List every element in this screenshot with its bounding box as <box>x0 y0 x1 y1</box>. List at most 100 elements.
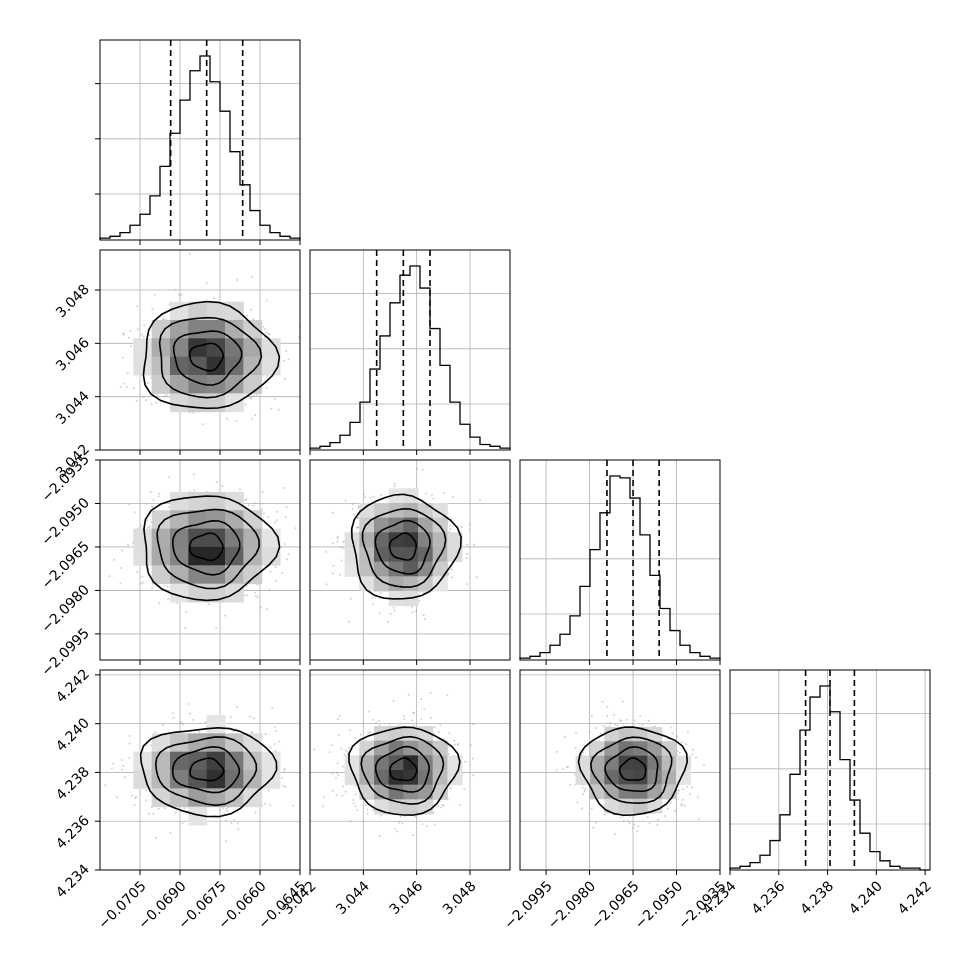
sample-point <box>697 818 700 821</box>
sample-point <box>263 328 266 331</box>
sample-point <box>275 519 278 522</box>
sample-point <box>165 394 168 397</box>
sample-point <box>330 744 333 747</box>
density-cell <box>403 576 419 592</box>
sample-point <box>325 550 328 553</box>
scatter-panel-4-1 <box>95 669 301 875</box>
sample-point <box>163 584 166 587</box>
sample-point <box>331 789 334 792</box>
sample-point <box>415 610 418 613</box>
sample-point <box>466 552 469 555</box>
sample-point <box>590 715 593 718</box>
sample-point <box>372 603 375 606</box>
sample-point <box>362 493 365 496</box>
sample-point <box>463 787 466 790</box>
sample-point <box>464 760 467 763</box>
sample-point <box>678 789 681 792</box>
sample-point <box>449 528 452 531</box>
sample-point <box>639 715 642 718</box>
sample-point <box>443 491 446 494</box>
sample-point <box>633 823 636 826</box>
sample-point <box>129 329 132 332</box>
sample-point <box>128 503 131 506</box>
sample-point <box>245 594 248 597</box>
density-cell <box>604 770 620 785</box>
sample-point <box>154 836 157 839</box>
sample-point <box>599 732 602 735</box>
sample-point <box>379 591 382 594</box>
sample-point <box>670 801 673 804</box>
sample-point <box>702 763 705 766</box>
density-cell <box>344 561 360 577</box>
sample-point <box>133 803 136 806</box>
sample-point <box>71 368 73 370</box>
density-cell <box>374 561 390 577</box>
sample-point <box>135 795 138 798</box>
sample-point <box>147 526 150 529</box>
sample-point <box>595 727 598 730</box>
sample-point <box>454 743 457 746</box>
y-tick-label: 4.236 <box>53 813 93 853</box>
sample-point <box>369 730 372 733</box>
sample-point <box>331 572 334 575</box>
sample-point <box>267 332 270 335</box>
sample-point <box>433 732 436 735</box>
density-cell <box>374 726 390 742</box>
sample-point <box>378 724 381 727</box>
sample-point <box>110 767 113 770</box>
density-cell <box>188 806 208 826</box>
sample-point <box>121 768 124 771</box>
density-cell <box>388 546 404 563</box>
density-cell <box>206 301 226 321</box>
sample-point <box>149 491 152 494</box>
density-cell <box>170 733 189 753</box>
density-cell <box>432 770 448 786</box>
density-cell <box>170 491 189 511</box>
sample-point <box>180 293 183 296</box>
sample-point <box>260 606 263 609</box>
sample-point <box>369 496 372 499</box>
sample-point <box>351 503 354 506</box>
sample-point <box>637 825 640 828</box>
histogram-step <box>309 265 511 450</box>
contour-level <box>158 316 263 399</box>
sample-point <box>287 553 290 556</box>
sample-point <box>452 739 455 742</box>
sample-point <box>641 724 644 727</box>
sample-point <box>150 403 153 406</box>
sample-point <box>442 804 445 807</box>
sample-point <box>395 830 398 833</box>
sample-point <box>128 734 131 737</box>
sample-point <box>127 543 130 546</box>
sample-point <box>174 811 177 814</box>
density-cell <box>359 502 375 519</box>
sample-point <box>355 526 358 529</box>
sample-point <box>590 807 593 810</box>
density-cell <box>225 565 244 585</box>
density-cell <box>359 755 375 771</box>
sample-point <box>215 626 218 629</box>
sample-point <box>253 591 256 594</box>
density-cell <box>188 301 208 321</box>
sample-point <box>368 710 371 713</box>
sample-point <box>323 796 326 799</box>
sample-point <box>411 719 414 722</box>
sample-point <box>322 805 325 808</box>
density-cell <box>188 491 208 511</box>
sample-point <box>472 543 475 546</box>
sample-point <box>349 729 352 732</box>
sample-point <box>379 597 382 600</box>
density-cell <box>403 517 419 533</box>
density-cell <box>418 532 434 548</box>
sample-point <box>582 792 585 795</box>
sample-point <box>261 502 264 505</box>
sample-point <box>392 606 395 609</box>
sample-point <box>152 812 155 815</box>
density-cell <box>133 356 153 376</box>
sample-point <box>422 591 425 594</box>
sample-point <box>601 700 604 703</box>
sample-point <box>447 752 450 755</box>
sample-point <box>340 559 343 562</box>
sample-point <box>387 620 390 623</box>
sample-point <box>250 731 253 734</box>
